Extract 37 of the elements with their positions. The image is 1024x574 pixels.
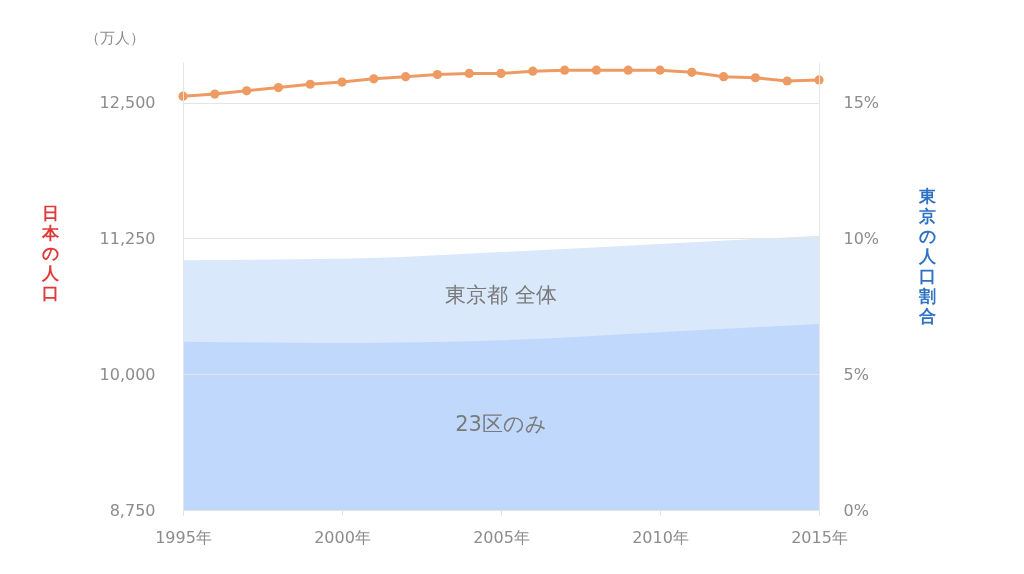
y2-tick-label: 5% xyxy=(843,364,869,384)
point xyxy=(305,79,315,89)
point xyxy=(432,69,443,80)
y-axis-title: 日本の人口 xyxy=(41,202,60,303)
y-tick-label: 11,250 xyxy=(99,228,156,248)
point xyxy=(337,77,347,87)
y2-axis-title: 東京の人口割合 xyxy=(918,185,937,326)
y2-tick-label: 10% xyxy=(843,228,880,248)
y-tick-label: 12,500 xyxy=(99,93,156,113)
point xyxy=(241,86,252,96)
y-tick-label: 8,750 xyxy=(109,500,156,520)
series-label: 東京都 全体 xyxy=(445,283,557,308)
y2-tick-label: 15% xyxy=(843,93,880,113)
x-tick-label: 2010年 xyxy=(632,527,689,547)
x-tick-label: 2000年 xyxy=(314,527,371,547)
point xyxy=(591,65,602,75)
point xyxy=(782,76,792,86)
y-tick-label: 10,000 xyxy=(99,364,156,384)
point xyxy=(210,89,220,99)
point xyxy=(369,74,379,84)
point xyxy=(559,65,570,75)
x-tick-label: 2015年 xyxy=(791,527,848,547)
point xyxy=(528,66,538,76)
x-tick-label: 2005年 xyxy=(473,527,530,547)
text: （万人） xyxy=(85,29,145,47)
point xyxy=(273,82,284,93)
point xyxy=(400,72,411,82)
point xyxy=(655,65,665,75)
x-tick-label: 1995年 xyxy=(155,527,212,547)
point xyxy=(687,67,697,77)
point xyxy=(623,65,633,75)
series-label: 23区のみ xyxy=(455,412,547,437)
y2-tick-label: 0% xyxy=(843,500,869,520)
point xyxy=(464,68,474,78)
point xyxy=(718,72,729,82)
point xyxy=(496,68,506,78)
point xyxy=(750,73,761,83)
